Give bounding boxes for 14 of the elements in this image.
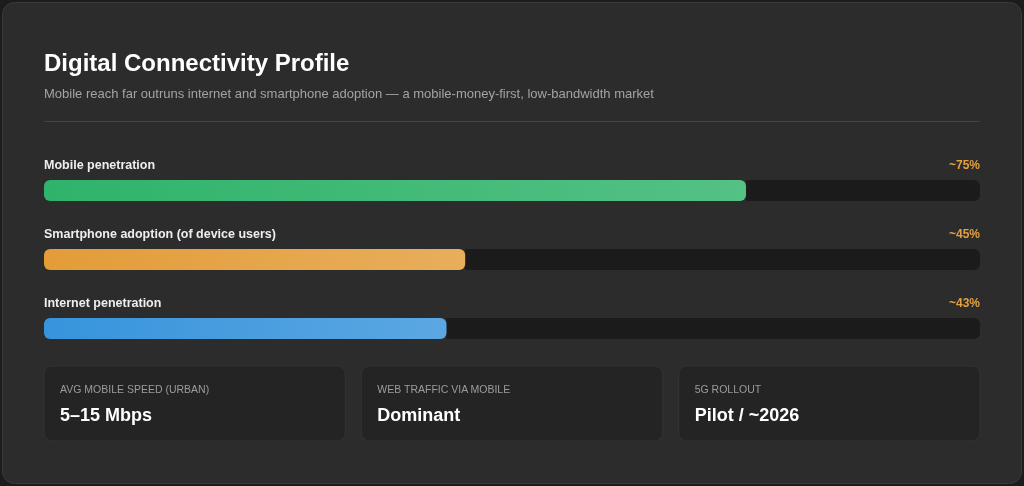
y-tick-label: Smartphone adoption (of device users) xyxy=(44,227,276,241)
text: WEB TRAFFIC VIA MOBILE xyxy=(377,383,511,395)
text: AVG MOBILE SPEED (URBAN) xyxy=(60,383,210,395)
text: Pilot / ~2026 xyxy=(694,405,800,425)
data-label: ~43% xyxy=(948,296,981,310)
y-tick-label: Internet penetration xyxy=(44,296,162,310)
chart-subtitle: Mobile reach far outruns internet and smartphone adoption — a mobile-money-first, low-bandwidth market xyxy=(44,86,655,101)
text: 5–15 Mbps xyxy=(60,405,153,425)
text: Dominant xyxy=(377,405,461,425)
data-label: ~75% xyxy=(948,158,981,172)
data-label: ~45% xyxy=(948,227,981,241)
chart-title: Digital Connectivity Profile xyxy=(44,49,350,76)
y-tick-label: Mobile penetration xyxy=(44,158,156,172)
text: 5G ROLLOUT xyxy=(694,383,762,395)
